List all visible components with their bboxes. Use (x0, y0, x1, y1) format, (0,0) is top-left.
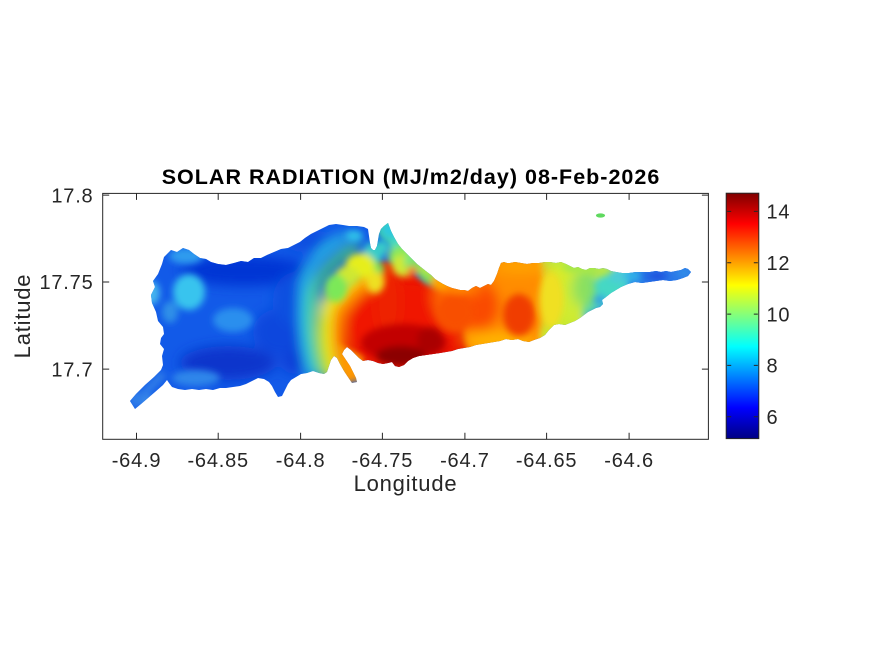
svg-text:Longitude: Longitude (354, 471, 458, 496)
svg-text:-64.6: -64.6 (604, 450, 654, 472)
svg-text:Latitude: Latitude (10, 274, 35, 359)
svg-text:-64.75: -64.75 (352, 450, 414, 472)
svg-text:-64.8: -64.8 (276, 450, 326, 472)
svg-text:17.8: 17.8 (51, 185, 93, 207)
svg-text:6: 6 (767, 407, 779, 429)
svg-text:-64.7: -64.7 (440, 450, 490, 472)
svg-text:14: 14 (767, 202, 791, 224)
svg-text:-64.9: -64.9 (112, 450, 162, 472)
svg-text:17.7: 17.7 (51, 359, 93, 381)
svg-text:-64.65: -64.65 (516, 450, 578, 472)
svg-text:12: 12 (767, 253, 791, 275)
svg-text:17.75: 17.75 (39, 272, 93, 294)
svg-text:8: 8 (767, 356, 779, 378)
svg-text:SOLAR RADIATION (MJ/m2/day) 08: SOLAR RADIATION (MJ/m2/day) 08-Feb-2026 (162, 165, 661, 189)
svg-text:-64.85: -64.85 (187, 450, 249, 472)
svg-text:10: 10 (767, 304, 791, 326)
